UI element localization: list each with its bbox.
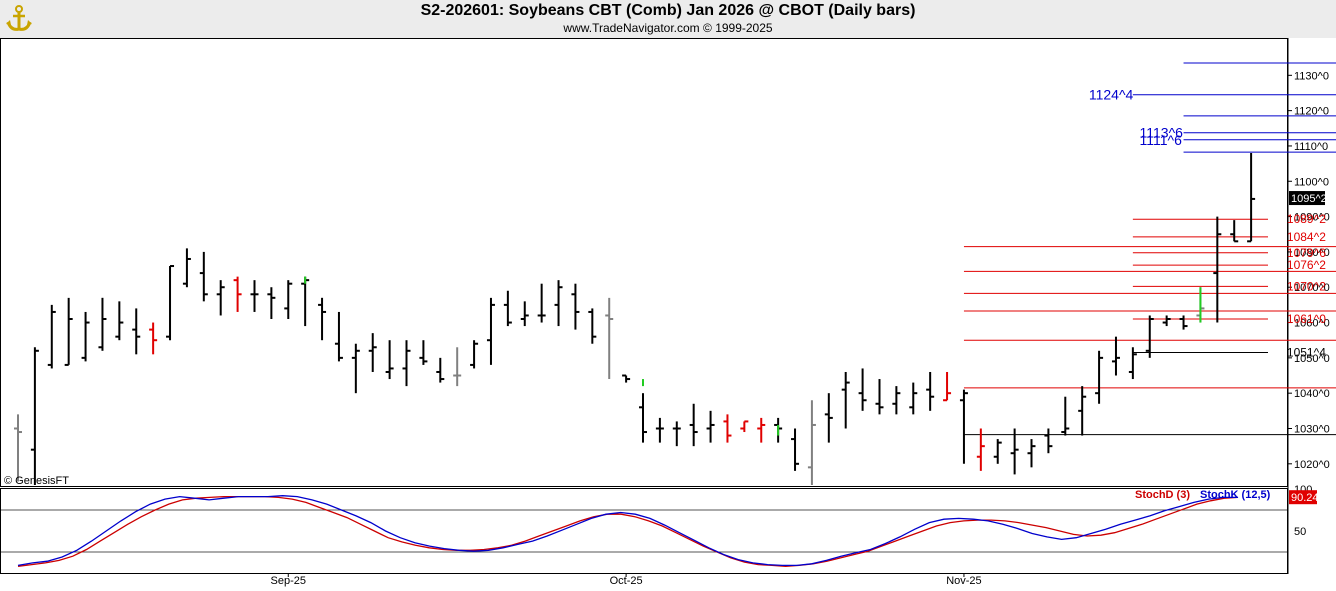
price-level-label: 1079^6 [1287, 246, 1326, 260]
price-level-label: 1061^0 [1287, 312, 1326, 326]
stochastic-lines [1, 495, 1287, 567]
price-level-label: 1076^2 [1287, 258, 1326, 272]
time-axis: Sep-25 Oct-25 Nov-25 [271, 573, 982, 587]
copyright-label: © GenesisFT [4, 475, 69, 487]
price-tick-label: 1050^0 [1294, 353, 1330, 365]
price-tick-label: 1100^0 [1294, 176, 1329, 188]
stochastic-tick-label: 50 [1294, 526, 1306, 538]
last-price-label: 1095^2 [1291, 193, 1327, 205]
price-axis: 1020^0 1030^0 1040^0 1050^0 1060^0 1070^0 1080… [1288, 70, 1330, 471]
chart-subtitle: www.TradeNavigator.com © 1999-2025 [563, 21, 773, 35]
legend-stochk: StochK (12,5) [1200, 489, 1271, 501]
last-price-box [1289, 191, 1325, 206]
price-levels: 1133^21124^41118^41113^61111^61108^21089… [963, 62, 1336, 436]
ohlc-bars [14, 153, 1256, 485]
price-tick-label: 1110^0 [1294, 141, 1328, 153]
price-level-label: 1089^2 [1287, 212, 1326, 226]
price-tick-label: 1020^0 [1294, 459, 1330, 471]
price-tick-label: 1090^0 [1294, 212, 1330, 224]
price-level-label: 1111^6 [1140, 132, 1183, 148]
title-bar: S2-202601: Soybeans CBT (Comb) Jan 2026 … [0, 0, 1336, 38]
price-level-label: 1124^4 [1089, 87, 1134, 103]
price-tick-label: 1040^0 [1294, 388, 1330, 400]
stochastic-last-value: 90.24 [1291, 492, 1319, 504]
price-tick-label: 1120^0 [1294, 106, 1329, 118]
stochastic-series-line [17, 495, 1239, 567]
price-level-label: 1070^2 [1287, 279, 1326, 293]
time-tick-label: Sep-25 [271, 575, 306, 587]
stochastic-series-line [17, 495, 1238, 567]
time-tick-label: Oct-25 [610, 575, 643, 587]
time-tick-label: Nov-25 [946, 575, 981, 587]
chart-title: S2-202601: Soybeans CBT (Comb) Jan 2026 … [420, 2, 916, 19]
price-tick-label: 1080^0 [1294, 247, 1330, 259]
stochastic-last-box [1289, 490, 1317, 505]
price-level-label: 1084^2 [1287, 230, 1326, 244]
anchor-logo-icon [6, 5, 32, 31]
price-tick-label: 1130^0 [1294, 70, 1329, 82]
stochastic-panel[interactable] [0, 488, 1288, 574]
price-tick-label: 1070^0 [1294, 282, 1330, 294]
price-level-label: 1051^4 [1287, 346, 1326, 360]
price-tick-label: 1060^0 [1294, 318, 1330, 330]
price-level-label: 1113^6 [1140, 125, 1184, 141]
price-tick-label: 1030^0 [1294, 423, 1330, 435]
legend-stochd: StochD (3) [1135, 489, 1190, 501]
